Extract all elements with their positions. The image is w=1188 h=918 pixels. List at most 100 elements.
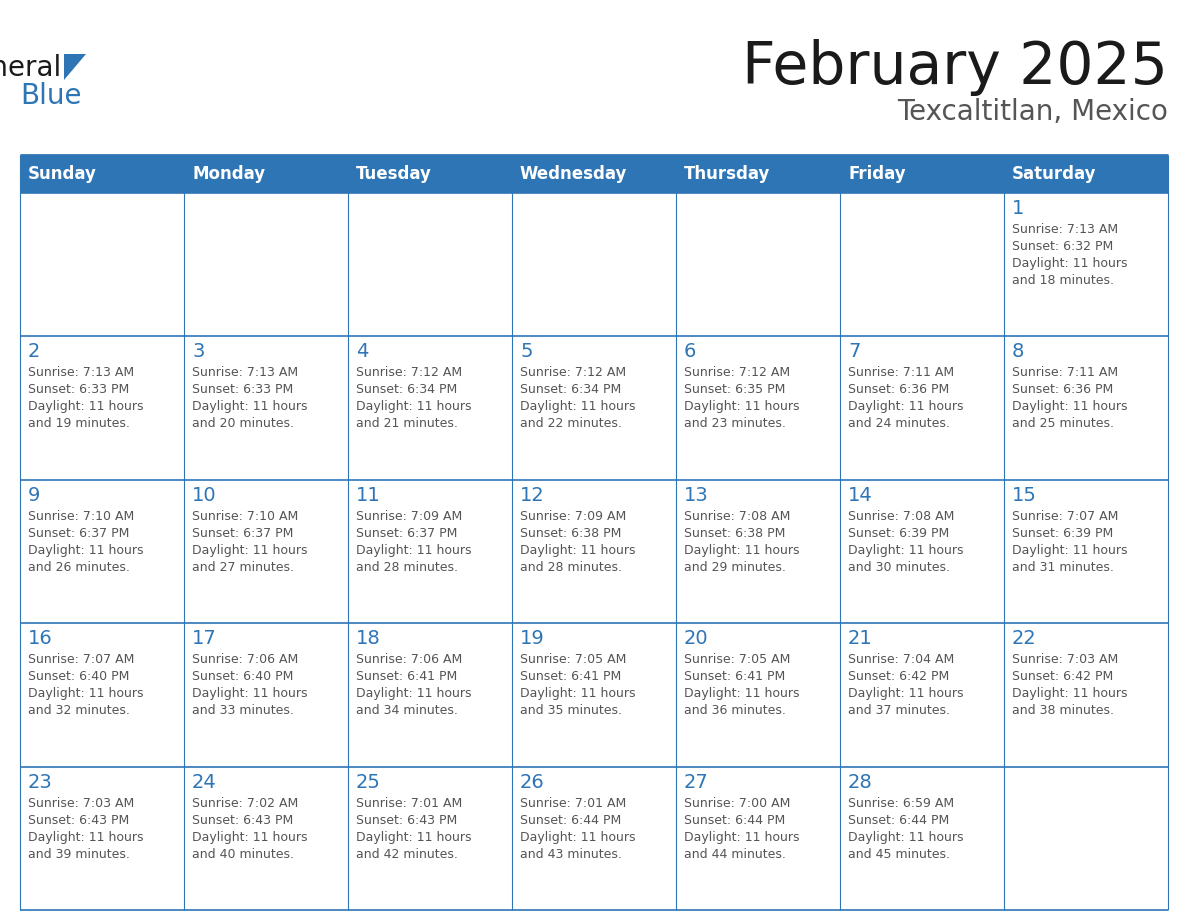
Text: Sunset: 6:37 PM: Sunset: 6:37 PM [192, 527, 293, 540]
Text: 3: 3 [192, 342, 204, 362]
Text: Daylight: 11 hours: Daylight: 11 hours [684, 543, 800, 557]
Text: Daylight: 11 hours: Daylight: 11 hours [684, 831, 800, 844]
Text: 18: 18 [356, 629, 380, 648]
Text: Sunset: 6:34 PM: Sunset: 6:34 PM [520, 384, 621, 397]
Text: 9: 9 [29, 486, 40, 505]
Text: Sunset: 6:34 PM: Sunset: 6:34 PM [356, 384, 457, 397]
Text: 11: 11 [356, 486, 380, 505]
Text: Sunrise: 7:11 AM: Sunrise: 7:11 AM [1012, 366, 1118, 379]
Text: Sunrise: 7:02 AM: Sunrise: 7:02 AM [192, 797, 298, 810]
Text: and 30 minutes.: and 30 minutes. [848, 561, 950, 574]
Text: Sunrise: 7:12 AM: Sunrise: 7:12 AM [520, 366, 626, 379]
Text: Sunrise: 7:05 AM: Sunrise: 7:05 AM [684, 654, 790, 666]
Text: and 18 minutes.: and 18 minutes. [1012, 274, 1114, 287]
Text: Daylight: 11 hours: Daylight: 11 hours [1012, 400, 1127, 413]
Bar [512, 767, 676, 910]
Text: and 40 minutes.: and 40 minutes. [192, 847, 293, 860]
Text: Daylight: 11 hours: Daylight: 11 hours [29, 688, 144, 700]
Text: 5: 5 [520, 342, 532, 362]
Text: and 28 minutes.: and 28 minutes. [356, 561, 459, 574]
Text: Sunset: 6:41 PM: Sunset: 6:41 PM [520, 670, 621, 683]
Text: Sunset: 6:42 PM: Sunset: 6:42 PM [848, 670, 949, 683]
Bar [184, 336, 348, 480]
Bar [184, 480, 348, 623]
Text: Daylight: 11 hours: Daylight: 11 hours [192, 688, 308, 700]
Bar [20, 336, 184, 480]
Text: Sunrise: 7:13 AM: Sunrise: 7:13 AM [192, 366, 298, 379]
Text: and 35 minutes.: and 35 minutes. [520, 704, 623, 717]
Bar [348, 767, 512, 910]
Text: Sunrise: 7:08 AM: Sunrise: 7:08 AM [684, 509, 790, 522]
Bar [20, 193, 184, 336]
Text: Sunset: 6:32 PM: Sunset: 6:32 PM [1012, 240, 1113, 253]
Text: Daylight: 11 hours: Daylight: 11 hours [1012, 257, 1127, 270]
Text: and 45 minutes.: and 45 minutes. [848, 847, 950, 860]
Bar [840, 193, 1004, 336]
Text: 24: 24 [192, 773, 216, 791]
Text: Sunday: Sunday [29, 165, 97, 183]
Text: Daylight: 11 hours: Daylight: 11 hours [520, 831, 636, 844]
Text: General: General [0, 54, 62, 82]
Bar [20, 623, 184, 767]
Text: Sunrise: 7:01 AM: Sunrise: 7:01 AM [356, 797, 462, 810]
Text: and 26 minutes.: and 26 minutes. [29, 561, 129, 574]
Bar [512, 193, 676, 336]
Text: Monday: Monday [192, 165, 265, 183]
Text: Daylight: 11 hours: Daylight: 11 hours [192, 400, 308, 413]
Text: Daylight: 11 hours: Daylight: 11 hours [520, 543, 636, 557]
Text: Sunset: 6:36 PM: Sunset: 6:36 PM [1012, 384, 1113, 397]
Text: Sunrise: 7:01 AM: Sunrise: 7:01 AM [520, 797, 626, 810]
Text: 19: 19 [520, 629, 545, 648]
Bar [20, 480, 184, 623]
Text: Sunrise: 6:59 AM: Sunrise: 6:59 AM [848, 797, 954, 810]
Bar [1004, 336, 1168, 480]
Text: and 27 minutes.: and 27 minutes. [192, 561, 293, 574]
Text: 27: 27 [684, 773, 709, 791]
Text: Sunset: 6:36 PM: Sunset: 6:36 PM [848, 384, 949, 397]
Text: and 33 minutes.: and 33 minutes. [192, 704, 293, 717]
Bar [20, 155, 1168, 193]
Bar [184, 623, 348, 767]
Bar [184, 193, 348, 336]
Bar [676, 623, 840, 767]
Text: Daylight: 11 hours: Daylight: 11 hours [29, 831, 144, 844]
Bar [348, 480, 512, 623]
Text: Blue: Blue [20, 82, 82, 110]
Text: and 36 minutes.: and 36 minutes. [684, 704, 786, 717]
Text: Daylight: 11 hours: Daylight: 11 hours [1012, 688, 1127, 700]
Text: 2: 2 [29, 342, 40, 362]
Text: and 38 minutes.: and 38 minutes. [1012, 704, 1114, 717]
Text: Wednesday: Wednesday [520, 165, 627, 183]
Text: Daylight: 11 hours: Daylight: 11 hours [848, 831, 963, 844]
Text: Daylight: 11 hours: Daylight: 11 hours [356, 688, 472, 700]
Bar [676, 336, 840, 480]
Text: Sunset: 6:38 PM: Sunset: 6:38 PM [684, 527, 785, 540]
Bar [676, 193, 840, 336]
Bar [840, 480, 1004, 623]
Text: 4: 4 [356, 342, 368, 362]
Text: Sunrise: 7:10 AM: Sunrise: 7:10 AM [29, 509, 134, 522]
Text: Daylight: 11 hours: Daylight: 11 hours [848, 543, 963, 557]
Text: Sunrise: 7:09 AM: Sunrise: 7:09 AM [520, 509, 626, 522]
Text: Sunrise: 7:05 AM: Sunrise: 7:05 AM [520, 654, 626, 666]
Text: Daylight: 11 hours: Daylight: 11 hours [192, 543, 308, 557]
Text: and 29 minutes.: and 29 minutes. [684, 561, 786, 574]
Text: and 31 minutes.: and 31 minutes. [1012, 561, 1114, 574]
Text: Daylight: 11 hours: Daylight: 11 hours [684, 400, 800, 413]
Text: and 25 minutes.: and 25 minutes. [1012, 418, 1114, 431]
Text: Sunrise: 7:03 AM: Sunrise: 7:03 AM [29, 797, 134, 810]
Text: and 28 minutes.: and 28 minutes. [520, 561, 623, 574]
Text: and 20 minutes.: and 20 minutes. [192, 418, 293, 431]
Bar [512, 336, 676, 480]
Text: Daylight: 11 hours: Daylight: 11 hours [684, 688, 800, 700]
Text: Sunrise: 7:07 AM: Sunrise: 7:07 AM [29, 654, 134, 666]
Text: Daylight: 11 hours: Daylight: 11 hours [29, 400, 144, 413]
Bar [512, 480, 676, 623]
Text: Sunset: 6:33 PM: Sunset: 6:33 PM [29, 384, 129, 397]
Text: Sunrise: 7:09 AM: Sunrise: 7:09 AM [356, 509, 462, 522]
Text: and 44 minutes.: and 44 minutes. [684, 847, 786, 860]
Bar [1004, 623, 1168, 767]
Text: Sunrise: 7:11 AM: Sunrise: 7:11 AM [848, 366, 954, 379]
Text: Sunrise: 7:10 AM: Sunrise: 7:10 AM [192, 509, 298, 522]
Text: 6: 6 [684, 342, 696, 362]
